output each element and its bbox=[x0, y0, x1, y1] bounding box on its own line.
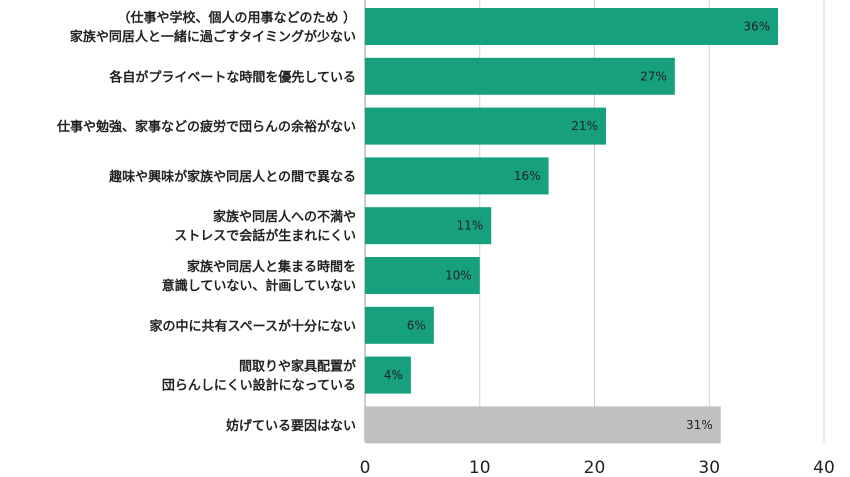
category-label-line: ストレスで会話が生まれにくい bbox=[174, 228, 356, 244]
bar bbox=[365, 356, 411, 394]
bar bbox=[365, 406, 721, 444]
category-label: 趣味や興味が家族や同居人との間で異なる bbox=[108, 169, 356, 185]
x-axis-ticks: 0 10 20 30 40 bbox=[360, 458, 835, 477]
data-label: 6% bbox=[407, 318, 426, 332]
category-label-line: 意識していない、計画していない bbox=[162, 278, 356, 294]
category-label-line: 家の中に共有スペースが十分にない bbox=[150, 318, 356, 334]
category-label: 各自がプライベートな時間を優先している bbox=[108, 69, 356, 85]
data-label: 4% bbox=[384, 368, 403, 382]
bar bbox=[365, 157, 549, 195]
data-label: 27% bbox=[640, 69, 667, 83]
data-label: 31% bbox=[686, 418, 713, 432]
category-label: （仕事や学校、個人の用事などのため ） 家族や同居人と一緒に過ごすタイミングが少な… bbox=[70, 10, 356, 45]
bar bbox=[365, 257, 480, 294]
bar bbox=[365, 8, 779, 45]
category-label: 家の中に共有スペースが十分にない bbox=[150, 318, 356, 334]
data-label: 11% bbox=[457, 219, 484, 233]
category-label-line: 間取りや家具配置が bbox=[239, 359, 356, 375]
category-label-line: （仕事や学校、個人の用事などのため ） bbox=[117, 10, 356, 26]
category-label-line: 家族や同居人と一緒に過ごすタイミングが少ない bbox=[70, 29, 356, 45]
data-label: 36% bbox=[743, 20, 770, 34]
x-tick-label: 30 bbox=[698, 458, 720, 477]
category-labels: （仕事や学校、個人の用事などのため ） 家族や同居人と一緒に過ごすタイミングが少な… bbox=[56, 10, 356, 434]
category-label-line: 家族や同居人と集まる時間を bbox=[187, 259, 356, 275]
x-tick-label: 40 bbox=[813, 458, 835, 477]
category-label: 家族や同居人と集まる時間を意識していない、計画していない bbox=[162, 259, 356, 294]
category-label-line: 仕事や勉強、家事などの疲労で団らんの余裕がない bbox=[56, 119, 356, 135]
data-label: 10% bbox=[445, 269, 472, 283]
bar bbox=[365, 306, 434, 344]
data-label: 16% bbox=[514, 169, 541, 183]
category-label-line: 団らんしにくい設計になっている bbox=[162, 378, 356, 394]
x-tick-label: 20 bbox=[584, 458, 606, 477]
bars: 36% 27% 21% 16% 11% 10% 6% 4% 31% bbox=[365, 8, 779, 444]
category-label-line: 各自がプライベートな時間を優先している bbox=[108, 69, 356, 85]
bar bbox=[365, 107, 606, 145]
bar bbox=[365, 207, 492, 245]
bar bbox=[365, 57, 675, 95]
category-label: 妨げている要因はない bbox=[225, 418, 356, 434]
category-label: 仕事や勉強、家事などの疲労で団らんの余裕がない bbox=[56, 119, 356, 135]
category-label-line: 妨げている要因はない bbox=[225, 418, 356, 434]
x-tick-label: 10 bbox=[469, 458, 491, 477]
category-label: 間取りや家具配置が団らんしにくい設計になっている bbox=[162, 359, 356, 394]
category-label-line: 家族や同居人への不満や bbox=[213, 209, 356, 225]
data-label: 21% bbox=[571, 119, 598, 133]
category-label-line: 趣味や興味が家族や同居人との間で異なる bbox=[108, 169, 356, 185]
category-label: 家族や同居人への不満やストレスで会話が生まれにくい bbox=[174, 209, 356, 244]
x-tick-label: 0 bbox=[360, 458, 371, 477]
